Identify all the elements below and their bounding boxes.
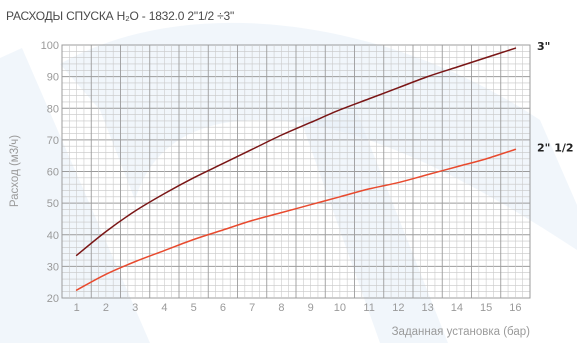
y-tick-label: 60 — [47, 167, 59, 179]
x-tick-label: 5 — [191, 302, 197, 314]
grid — [61, 44, 531, 299]
x-tick-label: 13 — [422, 302, 434, 314]
background-watermark — [0, 22, 577, 343]
x-tick-label: 15 — [480, 302, 492, 314]
series-line-2 — [75, 148, 517, 291]
x-tick-label: 1 — [74, 302, 80, 314]
y-axis-label: Расход (м3/ч) — [9, 135, 21, 207]
series-labels: 3" 2" 1/2 — [537, 40, 574, 154]
y-tick-label: 30 — [47, 261, 59, 273]
series-lines — [75, 47, 517, 291]
x-axis-ticks: 1 2 3 4 5 6 7 8 9 10 11 12 13 14 15 16 — [74, 302, 522, 314]
x-tick-label: 14 — [451, 302, 463, 314]
y-tick-label: 80 — [47, 103, 59, 115]
y-tick-label: 70 — [47, 135, 59, 147]
x-tick-label: 8 — [278, 302, 284, 314]
x-axis-label: Заданная установка (бар) — [392, 326, 531, 338]
watermark-band-arc — [60, 22, 577, 250]
x-tick-label: 7 — [249, 302, 255, 314]
y-tick-label: 100 — [41, 40, 59, 52]
y-tick-label: 40 — [47, 230, 59, 242]
chart-title: РАСХОДЫ СПУСКА H₂O - 1832.0 2"1/2 ÷3" — [6, 9, 234, 23]
series-label-1: 3" — [537, 40, 550, 53]
x-tick-label: 11 — [363, 302, 374, 314]
x-tick-label: 9 — [308, 302, 314, 314]
y-tick-label: 20 — [47, 293, 59, 305]
x-tick-label: 6 — [220, 302, 226, 314]
x-tick-label: 10 — [334, 302, 346, 314]
y-tick-label: 50 — [47, 198, 59, 210]
watermark-band-middle — [300, 110, 448, 343]
x-tick-label: 12 — [392, 302, 404, 314]
y-tick-label: 90 — [47, 72, 59, 84]
y-axis-ticks: 20 30 40 50 60 70 80 90 100 — [41, 40, 59, 305]
watermark-band-left — [0, 48, 150, 343]
series-line-1 — [75, 47, 517, 257]
x-tick-label: 3 — [132, 302, 138, 314]
series-label-2: 2" 1/2 — [537, 141, 574, 154]
x-tick-label: 16 — [509, 302, 521, 314]
x-tick-label: 4 — [161, 302, 167, 314]
x-tick-label: 2 — [103, 302, 109, 314]
